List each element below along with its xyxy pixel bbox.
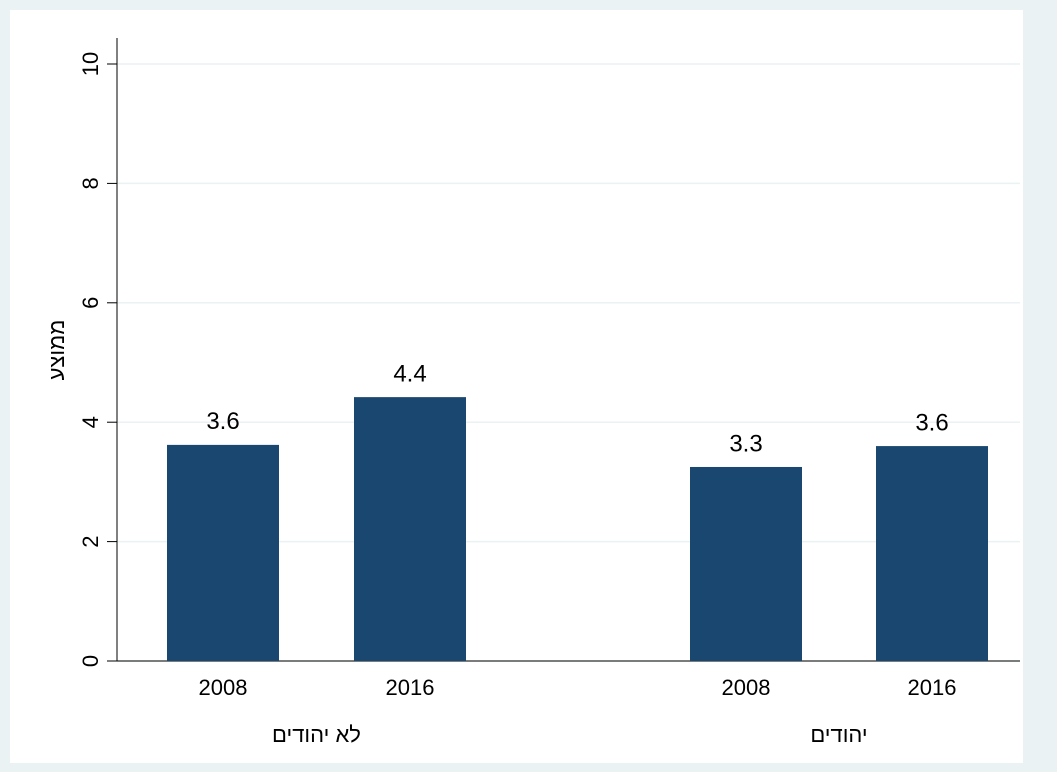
y-tick-label: 0 [78,655,103,667]
group-label: לא יהודים [272,722,361,747]
x-tick-label: 2016 [908,675,957,700]
bar [690,466,802,661]
value-label: 3.3 [729,430,762,457]
y-axis-title: ממוצע [44,320,69,381]
plot-panel [10,10,1023,763]
x-tick-label: 2016 [386,675,435,700]
y-tick-label: 6 [78,297,103,309]
x-tick-label: 2008 [722,675,771,700]
y-tick-label: 2 [78,535,103,547]
x-tick-label: 2008 [199,675,248,700]
bar [354,397,466,661]
y-tick-label: 4 [78,416,103,428]
bar [167,444,279,661]
y-tick-label: 8 [78,177,103,189]
group-label: יהודים [810,722,867,747]
bar [876,446,988,661]
value-label: 3.6 [915,409,948,436]
value-label: 3.6 [206,408,239,435]
y-tick-label: 10 [78,52,103,76]
value-label: 4.4 [393,360,426,387]
